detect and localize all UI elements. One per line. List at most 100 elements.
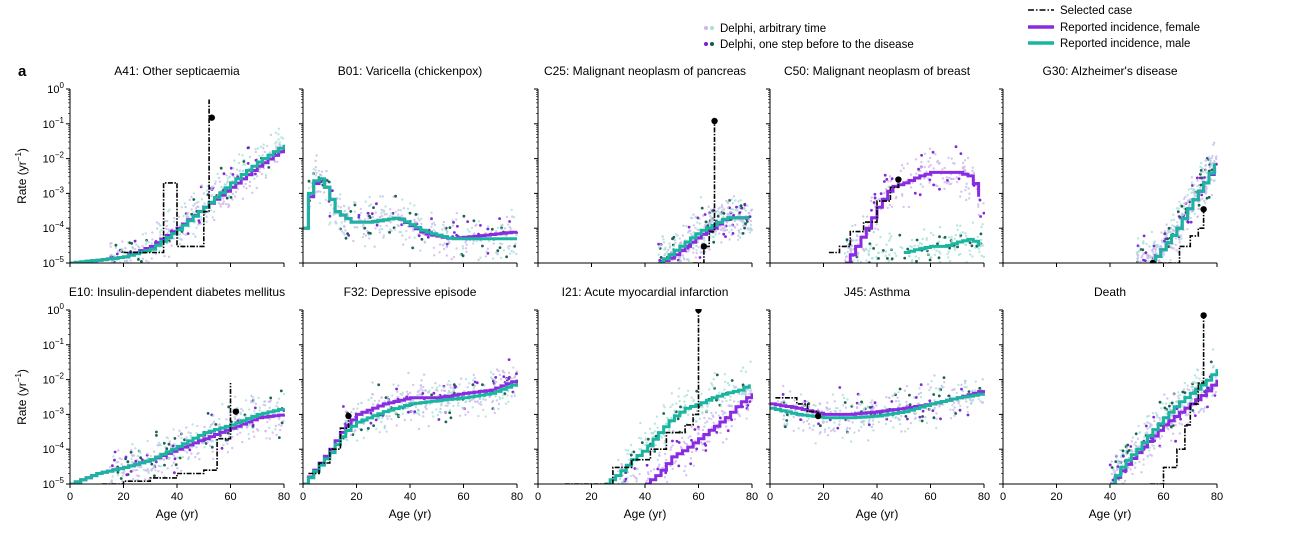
scatter-point — [233, 159, 236, 162]
scatter-point — [951, 388, 954, 392]
scatter-point — [398, 230, 401, 234]
scatter-point — [785, 419, 789, 422]
y-tick-label: 100 — [47, 302, 64, 317]
scatter-point — [225, 202, 228, 206]
scatter-point — [885, 178, 889, 181]
scatter-point — [439, 411, 443, 414]
scatter-point — [1183, 391, 1187, 394]
scatter-point — [850, 244, 854, 247]
scatter-point — [1165, 223, 1168, 226]
scatter-point — [1134, 432, 1138, 436]
legend-dot-female-light — [704, 26, 708, 30]
scatter-point — [258, 406, 262, 409]
scatter-point — [513, 244, 517, 248]
scatter-point — [794, 403, 798, 407]
scatter-point — [683, 469, 686, 473]
scatter-point — [266, 420, 269, 424]
scatter-point — [479, 256, 482, 259]
scatter-point — [644, 444, 647, 447]
scatter-point — [385, 224, 388, 227]
scatter-point — [195, 432, 198, 435]
scatter-point — [1180, 234, 1183, 237]
scatter-point — [275, 140, 278, 144]
scatter-point — [785, 413, 789, 416]
scatter-point — [1176, 221, 1179, 224]
scatter-point — [828, 407, 831, 411]
scatter-point — [695, 249, 698, 252]
scatter-point — [920, 419, 924, 423]
panel-plot — [564, 309, 753, 484]
scatter-point — [276, 401, 279, 404]
scatter-point — [1142, 253, 1145, 256]
scatter-point — [460, 377, 463, 380]
scatter-point — [720, 241, 723, 244]
scatter-point — [1167, 226, 1171, 230]
scatter-point — [704, 223, 707, 227]
scatter-point — [851, 421, 854, 424]
scatter-point — [950, 235, 953, 238]
scatter-point — [416, 394, 419, 397]
scatter-point — [1193, 191, 1197, 194]
scatter-point — [1190, 181, 1194, 184]
scatter-point — [514, 242, 517, 246]
scatter-point — [956, 228, 959, 232]
scatter-point — [721, 400, 724, 403]
scatter-point — [935, 417, 938, 421]
scatter-point — [658, 454, 661, 457]
scatter-point — [818, 402, 821, 405]
scatter-point — [129, 470, 133, 473]
scatter-point — [1125, 452, 1128, 456]
scatter-point — [180, 437, 183, 440]
scatter-point — [430, 393, 433, 397]
scatter-point — [146, 467, 149, 471]
scatter-point — [1136, 237, 1140, 240]
scatter-point — [845, 240, 849, 243]
scatter-point — [970, 244, 974, 248]
scatter-point — [385, 213, 388, 216]
scatter-point — [453, 231, 456, 234]
scatter-point — [372, 206, 375, 210]
scatter-point — [383, 426, 386, 430]
scatter-point — [783, 423, 786, 426]
scatter-point — [968, 398, 972, 401]
scatter-point — [726, 213, 729, 216]
scatter-point — [134, 247, 137, 251]
scatter-point — [921, 185, 924, 188]
scatter-point — [197, 223, 200, 226]
scatter-point — [946, 179, 949, 182]
scatter-point — [927, 177, 930, 180]
scatter-point — [906, 162, 909, 165]
scatter-point — [926, 383, 930, 386]
legend-dot-male-dark — [710, 42, 714, 46]
scatter-point — [981, 244, 985, 247]
scatter-point — [350, 411, 353, 414]
scatter-point — [981, 223, 984, 226]
scatter-point — [1183, 381, 1187, 385]
scatter-point — [259, 145, 263, 148]
scatter-point — [233, 417, 237, 420]
scatter-point — [386, 417, 389, 420]
scatter-point — [920, 160, 923, 164]
scatter-point — [1144, 424, 1148, 428]
scatter-point — [956, 245, 959, 249]
scatter-point — [434, 388, 438, 392]
scatter-point — [749, 226, 752, 229]
scatter-point — [954, 412, 958, 415]
scatter-point — [964, 243, 968, 247]
scatter-point — [959, 152, 963, 156]
scatter-point — [924, 416, 927, 419]
scatter-point — [1182, 197, 1186, 200]
scatter-point — [206, 441, 209, 444]
scatter-point — [909, 186, 913, 189]
scatter-point — [277, 138, 280, 141]
scatter-point — [159, 444, 162, 447]
scatter-point — [928, 147, 932, 150]
scatter-point — [726, 206, 730, 209]
scatter-point — [182, 214, 185, 218]
scatter-point — [1172, 393, 1176, 396]
scatter-point — [449, 386, 452, 389]
scatter-point — [966, 156, 970, 160]
scatter-point — [400, 223, 404, 227]
scatter-point — [168, 208, 171, 211]
scatter-point — [1205, 171, 1208, 174]
